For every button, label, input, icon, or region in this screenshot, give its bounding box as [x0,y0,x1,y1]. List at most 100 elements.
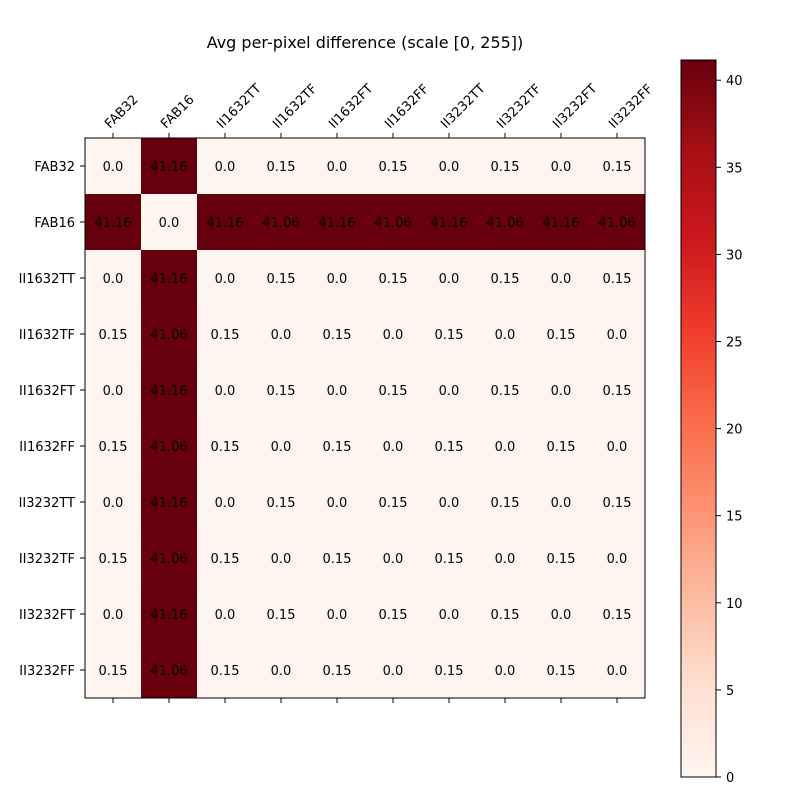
heatmap-cell [477,418,533,474]
heatmap-cell [477,586,533,642]
heatmap-cell [421,418,477,474]
cell-value-label: 41.16 [150,160,187,175]
cell-value-label: 0.0 [103,608,124,623]
cell-value-label: 0.0 [439,160,460,175]
x-tick-label: II1632FT [326,82,376,132]
cell-value-label: 0.0 [103,496,124,511]
cell-value-label: 0.15 [491,384,520,399]
cell-value-label: 0.15 [323,664,352,679]
colorbar: 0 5 10 15 20 25 30 35 40 [680,59,743,786]
x-tick-label: II3232TT [438,81,489,132]
colorbar-tick-label: 15 [726,510,743,525]
heatmap-cell [533,306,589,362]
cell-value-label: 0.15 [435,552,464,567]
x-tick-label: II1632TT [214,81,265,132]
cell-value-label: 0.0 [607,552,628,567]
heatmap-cell [365,194,421,250]
y-tick-label: II1632TF [19,328,75,343]
cell-value-label: 0.0 [383,328,404,343]
heatmap-cell [365,642,421,698]
y-tick-label: II3232FF [19,664,75,679]
cell-value-label: 41.16 [150,496,187,511]
cell-value-label: 0.15 [267,608,296,623]
cell-value-label: 41.06 [598,216,635,231]
heatmap-cell [533,138,589,194]
heatmap-cell [141,474,197,530]
cell-value-label: 0.0 [439,496,460,511]
cell-value-label: 0.0 [439,384,460,399]
cell-value-label: 0.0 [215,272,236,287]
cell-value-label: 0.0 [607,664,628,679]
heatmap-cell [85,362,141,418]
cell-value-label: 41.16 [150,272,187,287]
cell-value-label: 0.15 [379,384,408,399]
cell-value-label: 0.15 [267,496,296,511]
colorbar-gradient [680,59,717,778]
cell-value-label: 0.0 [551,496,572,511]
cell-value-label: 0.15 [267,160,296,175]
cell-value-label: 0.0 [103,272,124,287]
cell-value-label: 0.15 [547,664,576,679]
x-tick-label: FAB16 [158,92,197,131]
cell-value-label: 0.0 [271,552,292,567]
heatmap-cell [309,474,365,530]
cell-value-label: 0.15 [211,328,240,343]
heatmap-cell [197,474,253,530]
cell-value-label: 41.06 [150,552,187,567]
y-tick-label: FAB32 [34,160,75,175]
y-tick-label: II1632TT [19,272,75,287]
cell-value-label: 0.15 [323,440,352,455]
heatmap-cell [197,138,253,194]
cell-value-label: 0.0 [607,440,628,455]
cell-value-label: 0.15 [99,552,128,567]
heatmap-cell [253,306,309,362]
y-tick-label: II3232TF [19,552,75,567]
heatmap-cell [421,250,477,306]
heatmap-cell [309,362,365,418]
cell-value-label: 41.16 [94,216,131,231]
heatmap-cell [141,306,197,362]
heatmap-cell [365,250,421,306]
cell-value-label: 0.0 [551,160,572,175]
heatmap-cell [477,138,533,194]
heatmap-cell [533,418,589,474]
heatmap-cell [477,306,533,362]
cell-value-label: 0.0 [215,608,236,623]
heatmap-cell [141,138,197,194]
heatmap-cell [253,474,309,530]
heatmap-cell [141,250,197,306]
heatmap-cell [141,642,197,698]
cell-value-label: 0.0 [439,272,460,287]
heatmap-cell [85,530,141,586]
heatmap-cell [421,474,477,530]
heatmap-cell [589,194,645,250]
cell-value-label: 0.15 [435,328,464,343]
cell-value-label: 41.16 [206,216,243,231]
cell-value-label: 0.0 [551,608,572,623]
x-tick-label: II3232FT [550,82,600,132]
cell-value-label: 0.0 [103,384,124,399]
heatmap-cell [309,642,365,698]
heatmap-cell [365,474,421,530]
heatmap-cell [197,306,253,362]
y-tick-label: II1632FF [19,440,75,455]
cell-value-label: 0.15 [603,160,632,175]
cell-value-label: 0.15 [435,440,464,455]
heatmap-cell [85,474,141,530]
heatmap-cell [589,138,645,194]
heatmap-cell [253,362,309,418]
cell-value-label: 0.0 [271,440,292,455]
cell-value-label: 41.16 [150,384,187,399]
cell-value-label: 41.16 [430,216,467,231]
cell-value-label: 0.0 [159,216,180,231]
cell-value-label: 0.0 [271,328,292,343]
colorbar-tick-label: 5 [726,684,734,699]
heatmap-cell [533,530,589,586]
heatmap-cell [365,530,421,586]
colorbar-tick-label: 40 [726,74,743,89]
heatmap-cell [365,586,421,642]
cell-value-label: 0.0 [327,272,348,287]
x-tick-label: FAB32 [102,92,141,131]
cell-value-label: 0.15 [323,328,352,343]
